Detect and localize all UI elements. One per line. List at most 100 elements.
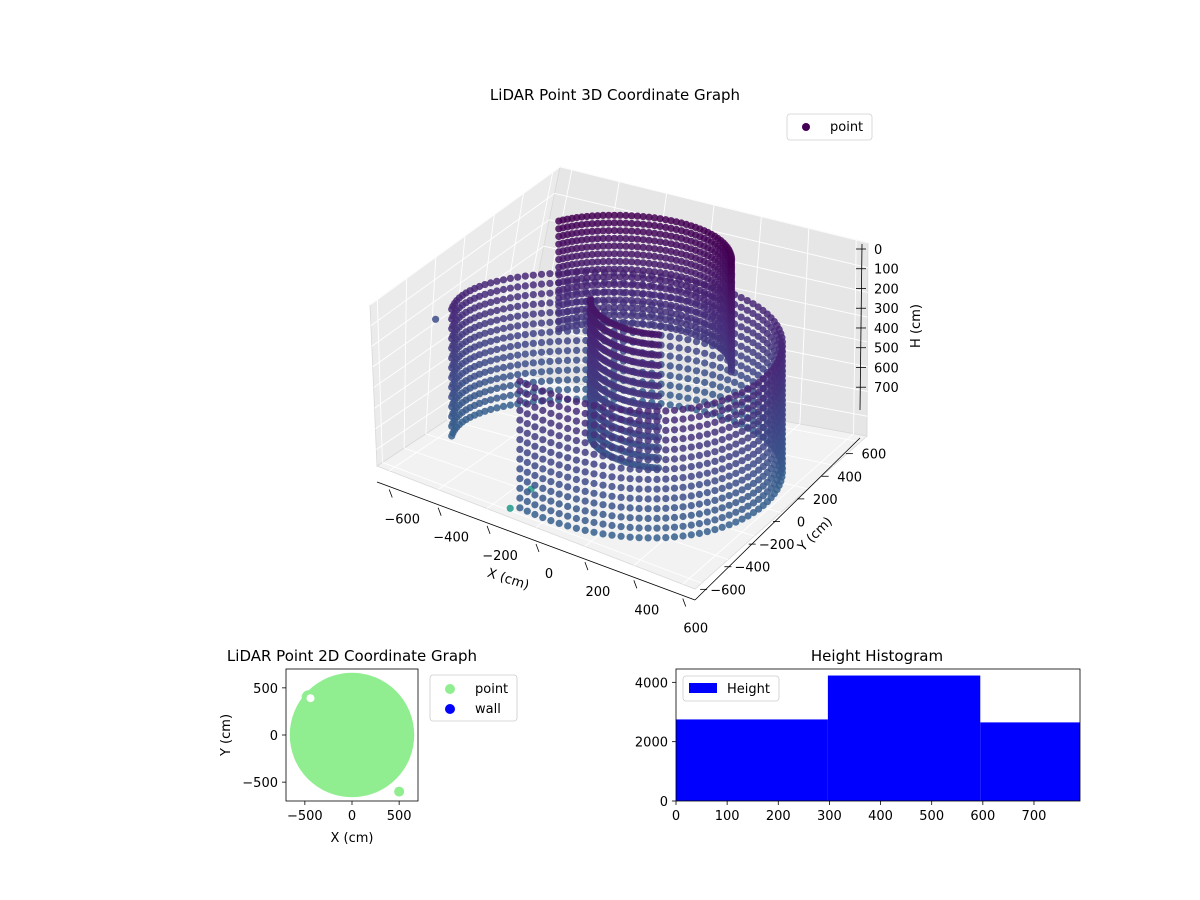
point-marker xyxy=(744,512,752,520)
point-marker xyxy=(744,414,752,423)
point-marker xyxy=(695,412,704,420)
point-marker xyxy=(737,342,745,350)
point-marker xyxy=(555,451,563,459)
point-marker xyxy=(633,251,642,259)
point-marker xyxy=(709,351,717,359)
point-marker xyxy=(590,528,598,536)
point-marker xyxy=(599,442,607,450)
point-marker xyxy=(547,390,555,398)
point-marker xyxy=(662,254,670,262)
point-marker xyxy=(727,345,735,353)
point-marker xyxy=(633,235,642,243)
point-marker xyxy=(516,465,524,473)
point-marker xyxy=(738,437,746,445)
point-marker xyxy=(743,355,751,363)
point-marker xyxy=(608,482,616,491)
point-marker xyxy=(523,468,531,476)
point-marker xyxy=(622,265,630,273)
point-marker xyxy=(622,356,630,364)
point-marker xyxy=(539,475,547,483)
point-marker xyxy=(588,274,596,282)
point-marker xyxy=(493,277,501,285)
point-marker xyxy=(662,495,670,503)
y-tick-label: −600 xyxy=(710,583,746,598)
point-marker xyxy=(622,335,630,343)
point-marker xyxy=(727,276,735,284)
point-marker xyxy=(599,510,607,518)
point-marker xyxy=(633,312,642,320)
point-marker xyxy=(744,502,752,510)
point-marker xyxy=(539,387,547,395)
point-marker xyxy=(487,308,495,316)
point-marker xyxy=(547,448,555,456)
point-marker xyxy=(656,261,664,269)
point-footprint xyxy=(289,672,415,798)
chart-3d-title: LiDAR Point 3D Coordinate Graph xyxy=(490,86,740,104)
point-marker xyxy=(737,381,745,389)
point-marker xyxy=(687,521,695,529)
point-marker xyxy=(588,266,596,274)
point-marker xyxy=(590,518,598,527)
point-marker xyxy=(581,448,589,456)
point-marker xyxy=(732,489,740,497)
point-marker xyxy=(599,273,607,281)
point-marker xyxy=(564,405,572,413)
point-marker xyxy=(616,257,624,266)
point-marker xyxy=(546,348,554,356)
point-marker xyxy=(605,304,613,312)
point-marker xyxy=(622,296,630,304)
point-marker xyxy=(605,288,613,296)
point-marker xyxy=(493,336,501,344)
point-marker xyxy=(588,235,596,243)
y-tick-label: 600 xyxy=(862,448,887,463)
point-marker xyxy=(594,219,602,227)
point-marker xyxy=(529,369,537,377)
point-marker xyxy=(732,518,740,526)
point-marker xyxy=(605,234,613,242)
point-marker xyxy=(608,434,616,442)
point-marker xyxy=(594,250,602,258)
point-marker xyxy=(572,524,581,532)
point-marker xyxy=(521,311,529,319)
point-marker xyxy=(594,265,602,274)
point-marker xyxy=(481,407,489,415)
point-marker xyxy=(514,293,522,301)
point-marker xyxy=(529,310,537,318)
point-marker xyxy=(605,242,613,250)
point-marker xyxy=(481,339,489,347)
point-marker xyxy=(555,256,563,264)
point-marker xyxy=(718,465,726,473)
point-marker xyxy=(531,442,539,450)
point-marker xyxy=(703,518,711,526)
point-marker xyxy=(546,318,554,326)
point-marker xyxy=(656,222,664,230)
point-marker xyxy=(546,377,554,385)
point-marker xyxy=(633,266,642,274)
point-marker xyxy=(626,416,634,424)
point-marker xyxy=(656,245,664,254)
point-marker xyxy=(564,454,572,462)
point-marker xyxy=(605,296,613,304)
point-marker xyxy=(755,408,763,416)
point-marker xyxy=(594,258,602,266)
point-marker xyxy=(670,416,679,424)
point-marker xyxy=(639,290,647,298)
point-marker xyxy=(539,465,547,473)
point-marker xyxy=(709,381,717,389)
point-marker xyxy=(651,314,659,322)
point-marker xyxy=(711,467,719,475)
point-marker xyxy=(749,421,758,429)
point-marker xyxy=(653,485,661,493)
point-marker xyxy=(493,287,501,295)
point-marker xyxy=(716,363,725,372)
point-marker xyxy=(547,517,555,525)
point-marker xyxy=(516,377,524,385)
point-marker xyxy=(743,326,751,334)
point-marker xyxy=(555,309,563,317)
point-marker xyxy=(755,437,763,445)
point-marker xyxy=(555,317,563,325)
point-marker xyxy=(727,360,735,368)
point-marker xyxy=(448,373,456,382)
point-marker xyxy=(622,273,630,281)
point-marker xyxy=(506,274,514,282)
